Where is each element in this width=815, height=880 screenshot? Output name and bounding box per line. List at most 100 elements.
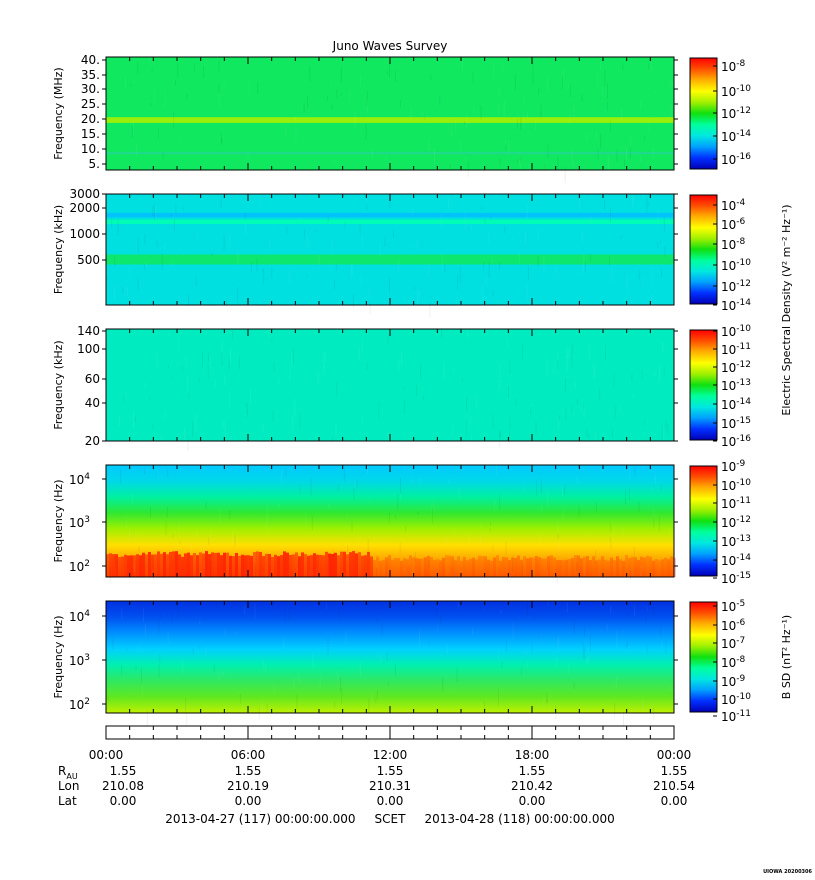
texture-streak <box>624 159 625 168</box>
texture-streak <box>470 417 472 424</box>
texture-streak <box>623 527 624 532</box>
texture-streak <box>576 399 578 406</box>
texture-streak <box>310 478 312 496</box>
texture-streak <box>587 654 589 664</box>
texture-streak <box>576 475 578 485</box>
texture-streak <box>164 242 166 250</box>
texture-streak <box>180 134 182 139</box>
texture-streak <box>210 561 212 577</box>
texture-streak <box>539 533 541 547</box>
hot-emission-column <box>292 554 295 577</box>
texture-streak <box>106 275 108 281</box>
texture-streak <box>367 100 369 115</box>
texture-streak <box>246 409 248 413</box>
texture-streak <box>499 430 501 438</box>
y-tick-label: 3000 <box>69 187 100 201</box>
texture-streak <box>500 609 502 615</box>
hot-emission-column <box>421 558 424 577</box>
texture-streak <box>158 664 160 678</box>
texture-streak <box>286 226 288 235</box>
texture-streak <box>660 239 662 244</box>
texture-streak <box>269 239 271 252</box>
texture-streak <box>576 562 578 571</box>
colorbar-tick-label: 10-16 <box>721 434 751 449</box>
texture-streak <box>547 490 548 506</box>
texture-streak <box>262 423 264 433</box>
texture-streak <box>257 82 259 94</box>
y-tick-label: 103 <box>69 515 90 530</box>
hot-emission-column <box>382 560 385 577</box>
texture-streak <box>228 358 230 370</box>
texture-streak <box>580 406 582 411</box>
texture-streak <box>502 63 504 73</box>
texture-streak <box>411 477 413 485</box>
texture-streak <box>505 144 507 151</box>
texture-streak <box>285 124 287 137</box>
texture-streak <box>135 243 137 256</box>
texture-streak <box>133 411 134 428</box>
y-tick-label: 100 <box>77 342 100 356</box>
texture-streak <box>330 261 332 270</box>
hot-emission-column <box>214 552 217 577</box>
texture-streak <box>127 286 128 296</box>
texture-streak <box>266 516 268 532</box>
hot-emission-column <box>169 551 172 577</box>
texture-streak <box>584 262 586 273</box>
hot-emission-column <box>298 556 301 577</box>
texture-streak <box>376 568 377 577</box>
texture-streak <box>148 397 150 401</box>
hot-emission-column <box>199 552 202 577</box>
time-tick-label: 12:00 <box>373 748 408 762</box>
colorbar-tick-label: 10-12 <box>721 515 751 530</box>
texture-streak <box>121 664 123 676</box>
texture-streak <box>669 221 670 227</box>
texture-streak <box>121 607 123 621</box>
hot-emission-column <box>400 560 403 577</box>
hot-emission-column <box>523 556 526 577</box>
texture-streak <box>632 576 634 580</box>
texture-streak <box>466 115 468 128</box>
hot-emission-column <box>256 551 259 577</box>
texture-streak <box>114 285 116 300</box>
texture-streak <box>309 302 311 319</box>
texture-streak <box>172 534 174 539</box>
texture-streak <box>259 198 261 208</box>
texture-streak <box>469 534 470 546</box>
hot-emission-column <box>412 557 415 577</box>
texture-streak <box>366 362 368 370</box>
hot-emission-column <box>196 555 199 577</box>
texture-streak <box>317 294 319 308</box>
texture-streak <box>417 289 419 306</box>
hot-emission-column <box>646 555 649 577</box>
hot-emission-column <box>637 560 640 577</box>
texture-streak <box>117 219 119 236</box>
texture-streak <box>420 363 422 379</box>
texture-streak <box>405 526 407 533</box>
texture-streak <box>590 635 591 652</box>
colorbar-scale <box>689 465 718 577</box>
texture-streak <box>584 626 585 638</box>
texture-streak <box>499 495 501 510</box>
texture-streak <box>451 122 453 137</box>
texture-streak <box>499 379 501 390</box>
texture-streak <box>175 79 176 86</box>
hot-emission-column <box>475 559 478 577</box>
texture-streak <box>213 664 215 673</box>
texture-streak <box>282 637 284 650</box>
texture-streak <box>187 437 189 452</box>
colorbar-tick-label: 10-16 <box>721 152 751 167</box>
hot-emission-column <box>613 560 616 577</box>
texture-streak <box>557 360 559 369</box>
hot-emission-column <box>562 560 565 577</box>
texture-streak <box>106 71 108 76</box>
texture-streak <box>590 215 592 226</box>
texture-streak <box>291 352 293 365</box>
ephemeris-value: 0.00 <box>519 794 546 808</box>
texture-streak <box>492 258 494 263</box>
hot-emission-column <box>436 559 439 577</box>
texture-streak <box>415 551 416 558</box>
texture-streak <box>546 360 548 377</box>
texture-streak <box>484 218 486 224</box>
